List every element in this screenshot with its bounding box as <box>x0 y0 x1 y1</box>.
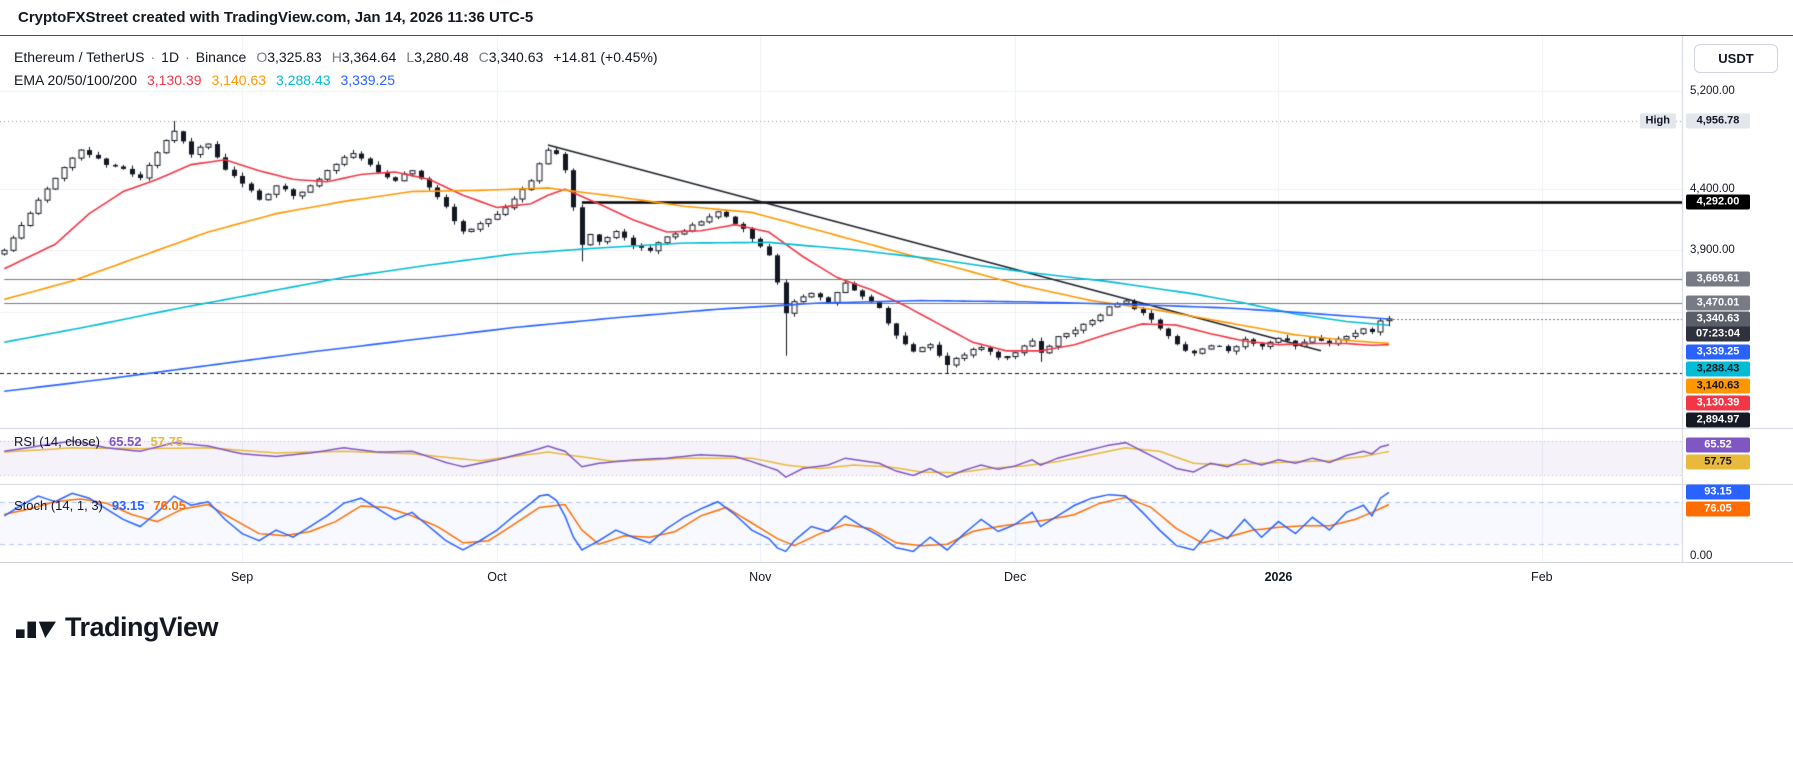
ohlc-open: O3,325.83 <box>256 49 321 65</box>
time-axis-label: Nov <box>749 570 772 584</box>
tradingview-logo-icon <box>16 621 56 638</box>
ema-price-badge: 3,140.63 <box>1686 378 1750 394</box>
rsi-ma-value-badge: 57.75 <box>1686 454 1750 470</box>
open-label: O <box>256 48 268 65</box>
time-axis-label: Feb <box>1531 570 1553 584</box>
indicator-value: 65.52 <box>108 434 142 449</box>
rsi-indicator-label[interactable]: RSI (14, close) 65.52 57.75 <box>14 434 183 449</box>
high-value: 3,364.64 <box>341 48 397 65</box>
stoch-zero-label: 0.00 <box>1690 550 1713 562</box>
symbol-name[interactable]: Ethereum / TetherUS <box>14 48 145 65</box>
indicator-value: 3,339.25 <box>340 71 396 88</box>
high-marker-label: High <box>1639 113 1676 129</box>
rsi-value-badge: 65.52 <box>1686 437 1750 453</box>
rsi-values: 65.52 57.75 <box>100 434 183 449</box>
price-level-badge: 3,669.61 <box>1686 271 1750 287</box>
chart-legend: Ethereum / TetherUS · 1D · Binance O3,32… <box>14 45 658 91</box>
stoch-indicator-label[interactable]: Stoch (14, 1, 3) 93.15 76.05 <box>14 498 186 513</box>
indicator-value: 76.05 <box>153 498 186 513</box>
change-value: +14.81 (+0.45%) <box>553 48 658 65</box>
time-axis-label: 2026 <box>1264 570 1293 584</box>
ema-price-badge: 3,130.39 <box>1686 395 1750 411</box>
ema-values: 3,130.39 3,140.63 3,288.43 3,339.25 <box>137 72 395 88</box>
stoch-label-text: Stoch (14, 1, 3) <box>14 498 103 513</box>
legend-separator: · <box>185 48 190 65</box>
price-level-badge: 3,470.01 <box>1686 295 1750 311</box>
indicator-value: 3,288.43 <box>276 71 331 88</box>
exchange-label: Binance <box>195 48 247 65</box>
price-axis-label: 4,400.00 <box>1690 183 1735 196</box>
ema-label[interactable]: EMA 20/50/100/200 <box>14 71 137 88</box>
indicator-value: 57.75 <box>150 434 184 449</box>
ema-price-badge: 3,288.43 <box>1686 361 1750 377</box>
countdown-badge: 07:23:04 <box>1686 326 1750 342</box>
stoch-values: 93.15 76.05 <box>103 498 186 513</box>
legend-separator: · <box>150 48 156 65</box>
close-label: C <box>478 48 489 65</box>
indicator-value: 3,140.63 <box>211 71 267 88</box>
time-axis-label: Sep <box>230 570 254 584</box>
time-axis[interactable] <box>0 562 1793 601</box>
low-price-badge: 2,894.97 <box>1686 412 1750 428</box>
ema-price-badge: 3,339.25 <box>1686 344 1750 360</box>
indicator-value: 93.15 <box>111 498 145 513</box>
open-value: 3,325.83 <box>267 48 322 65</box>
last-price-badge: 3,340.63 <box>1686 311 1750 327</box>
time-axis-label: Dec <box>1004 570 1027 584</box>
low-label: L <box>406 48 415 65</box>
ohlc-high: H3,364.64 <box>332 49 397 65</box>
price-chart-canvas[interactable] <box>0 36 1793 562</box>
currency-toggle-button[interactable]: USDT <box>1694 44 1778 73</box>
legend-ema-row: EMA 20/50/100/200 3,130.39 3,140.63 3,288.… <box>14 68 658 91</box>
credit-header: CryptoFXStreet created with TradingView.… <box>0 0 1793 36</box>
high-price-badge: 4,956.78 <box>1686 113 1750 129</box>
indicator-value: 3,130.39 <box>147 71 202 88</box>
timeframe-label[interactable]: 1D <box>161 48 180 65</box>
ohlc-close: C3,340.63 <box>479 49 544 65</box>
ohlc-low: L3,280.48 <box>406 49 468 65</box>
credit-text: CryptoFXStreet created with TradingView.… <box>18 9 534 26</box>
rsi-label-text: RSI (14, close) <box>14 434 100 449</box>
low-value: 3,280.48 <box>414 48 469 65</box>
legend-symbol-row: Ethereum / TetherUS · 1D · Binance O3,32… <box>14 45 658 68</box>
stoch-d-value-badge: 76.05 <box>1686 501 1750 517</box>
time-axis-label: Oct <box>487 570 507 584</box>
high-label: H <box>331 48 342 65</box>
tradingview-footer[interactable]: TradingView <box>16 612 219 643</box>
stoch-k-value-badge: 93.15 <box>1686 484 1750 500</box>
price-level-badge: 4,292.00 <box>1686 194 1750 210</box>
tradingview-brand-text: TradingView <box>65 612 219 642</box>
price-axis-label: 3,900.00 <box>1690 244 1735 257</box>
price-axis-label: 5,200.00 <box>1690 85 1735 98</box>
close-value: 3,340.63 <box>488 48 544 65</box>
